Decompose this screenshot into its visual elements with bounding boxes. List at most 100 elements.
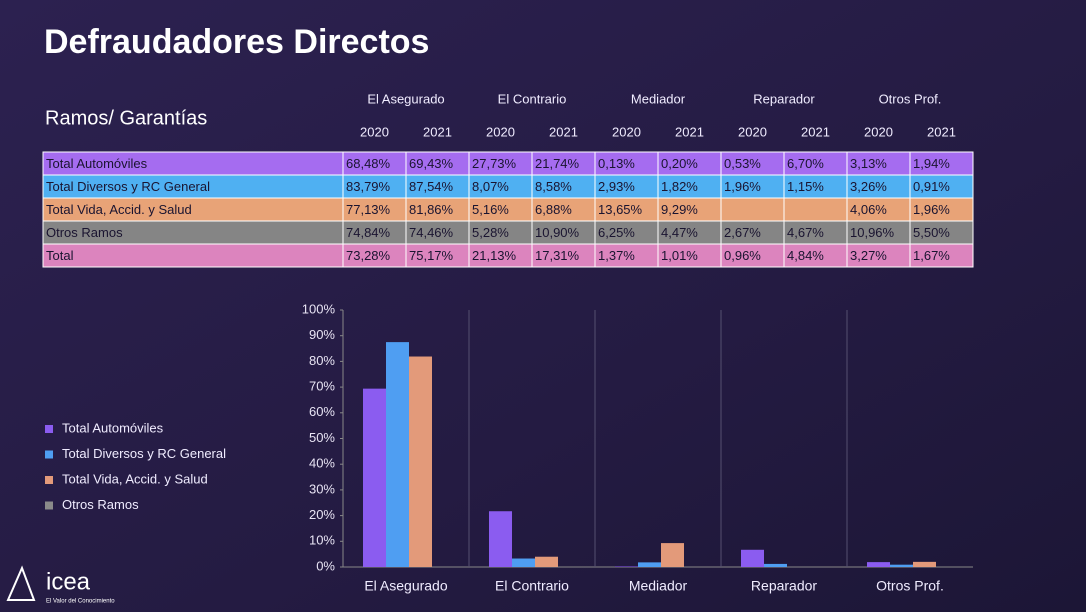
table-cell: 5,50% — [913, 225, 950, 240]
table-cell: 1,96% — [913, 202, 950, 217]
legend-swatch — [45, 425, 53, 433]
table-cell: 77,13% — [346, 202, 391, 217]
bar — [615, 566, 638, 567]
table-cell: 8,58% — [535, 179, 572, 194]
bar — [890, 564, 913, 567]
year-header: 2021 — [549, 124, 578, 139]
year-header: 2021 — [801, 124, 830, 139]
group-header: Mediador — [631, 91, 686, 106]
table-cell: 10,96% — [850, 225, 895, 240]
y-tick-label: 80% — [309, 353, 335, 368]
legend-swatch — [45, 450, 53, 459]
y-tick-label: 40% — [309, 456, 335, 471]
year-header: 2020 — [360, 124, 389, 139]
table-cell: 1,96% — [724, 179, 761, 194]
x-tick-label: El Contrario — [495, 578, 569, 594]
group-header: El Asegurado — [367, 91, 444, 106]
table-cell: 1,15% — [787, 179, 824, 194]
table-cell: 0,13% — [598, 156, 635, 171]
year-header: 2020 — [612, 124, 641, 139]
bar — [386, 342, 409, 567]
table-cell: 0,53% — [724, 156, 761, 171]
table-cell: 17,31% — [535, 248, 580, 263]
y-tick-label: 30% — [309, 481, 335, 496]
table-cell: 4,47% — [661, 225, 698, 240]
y-tick-label: 10% — [309, 533, 335, 548]
table-cell: 69,43% — [409, 156, 454, 171]
table-cell: 0,91% — [913, 179, 950, 194]
group-header: Otros Prof. — [879, 91, 942, 106]
table-cell: 4,84% — [787, 248, 824, 263]
row-label: Total Automóviles — [46, 156, 148, 171]
group-header: El Contrario — [498, 91, 567, 106]
table-cell: 10,90% — [535, 225, 580, 240]
bar — [764, 563, 787, 567]
bar — [409, 356, 432, 567]
table-cell: 2,93% — [598, 179, 635, 194]
year-header: 2021 — [423, 124, 452, 139]
table-cell: 74,84% — [346, 225, 391, 240]
legend-swatch — [45, 476, 53, 484]
table-cell: 83,79% — [346, 179, 391, 194]
table-cell: 1,94% — [913, 156, 950, 171]
table-cell: 2,67% — [724, 225, 761, 240]
table-cell: 1,37% — [598, 248, 635, 263]
table-cell: 3,13% — [850, 156, 887, 171]
table-row — [42, 243, 974, 268]
row-label: Otros Ramos — [46, 225, 123, 240]
legend-label: Otros Ramos — [62, 497, 139, 512]
y-tick-label: 90% — [309, 327, 335, 342]
table-cell: 1,82% — [661, 179, 698, 194]
table-cell: 1,67% — [913, 248, 950, 263]
bar — [535, 556, 558, 567]
y-tick-label: 70% — [309, 379, 335, 394]
group-header: Reparador — [753, 91, 815, 106]
slide-title: Defraudadores Directos — [44, 23, 429, 61]
table-cell: 3,27% — [850, 248, 887, 263]
bar — [741, 549, 764, 567]
table-cell: 87,54% — [409, 179, 454, 194]
y-tick-label: 0% — [316, 558, 335, 573]
table-cell: 68,48% — [346, 156, 391, 171]
row-label: Total — [46, 248, 74, 263]
table-cell: 0,20% — [661, 156, 698, 171]
legend-label: Total Diversos y RC General — [62, 446, 226, 461]
logo-name: icea — [46, 568, 91, 595]
table-cell: 5,28% — [472, 225, 509, 240]
table-cell: 6,25% — [598, 225, 635, 240]
table-cell: 5,16% — [472, 202, 509, 217]
year-header: 2020 — [486, 124, 515, 139]
x-tick-label: Reparador — [751, 578, 817, 594]
year-header: 2021 — [675, 124, 704, 139]
bar — [638, 562, 661, 567]
bar — [363, 388, 386, 567]
row-label: Total Diversos y RC General — [46, 179, 210, 194]
table-cell: 4,06% — [850, 202, 887, 217]
table-cell: 21,13% — [472, 248, 517, 263]
table-cell: 74,46% — [409, 225, 454, 240]
row-label: Total Vida, Accid. y Salud — [46, 202, 192, 217]
table-cell: 73,28% — [346, 248, 391, 263]
table-cell: 27,73% — [472, 156, 517, 171]
year-header: 2020 — [738, 124, 767, 139]
table-cell: 0,96% — [724, 248, 761, 263]
logo-tagline: El Valor del Conocimiento — [46, 599, 115, 605]
table-cell: 81,86% — [409, 202, 454, 217]
y-tick-label: 50% — [309, 430, 335, 445]
x-tick-label: El Asegurado — [364, 578, 447, 594]
table-cell: 6,88% — [535, 202, 572, 217]
table-cell: 6,70% — [787, 156, 824, 171]
legend-swatch — [45, 501, 53, 510]
legend-label: Total Vida, Accid. y Salud — [62, 471, 208, 486]
table-cell: 75,17% — [409, 248, 454, 263]
year-header: 2021 — [927, 124, 956, 139]
y-tick-label: 20% — [309, 507, 335, 522]
bar — [512, 558, 535, 567]
table-cell: 9,29% — [661, 202, 698, 217]
x-tick-label: Otros Prof. — [876, 578, 944, 594]
table-cell: 1,01% — [661, 248, 698, 263]
table-corner: Ramos/ Garantías — [45, 107, 207, 129]
table-cell: 21,74% — [535, 156, 580, 171]
x-tick-label: Mediador — [629, 578, 688, 594]
